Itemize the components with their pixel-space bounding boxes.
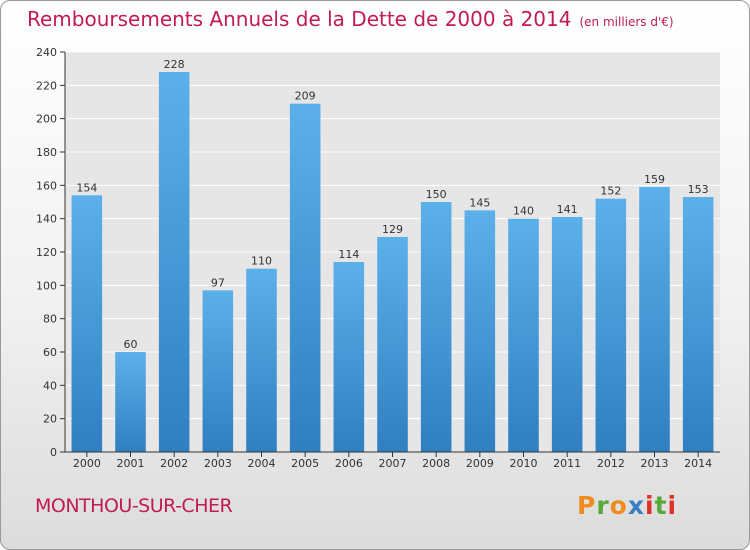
bar <box>508 218 539 452</box>
logo-letter: i <box>645 491 655 520</box>
logo-letter: t <box>654 491 668 520</box>
logo-letter: x <box>627 491 645 520</box>
bar <box>682 197 714 452</box>
bar-value-label: 60 <box>124 338 138 351</box>
chart-title-text: Remboursements Annuels de la Dette de 20… <box>27 7 572 31</box>
bar-value-label: 114 <box>338 248 359 261</box>
proxiti-logo[interactable]: Proxiti <box>577 491 677 520</box>
chart-unit: (en milliers d'€) <box>579 15 674 29</box>
x-tick-label: 2010 <box>510 457 538 470</box>
x-tick-label: 2002 <box>160 457 188 470</box>
y-tick-label: 180 <box>36 146 57 159</box>
bar-value-label: 145 <box>469 196 490 209</box>
x-tick-label: 2012 <box>597 457 625 470</box>
y-tick-label: 160 <box>36 179 57 192</box>
y-tick-label: 60 <box>43 346 57 359</box>
bar <box>464 210 496 452</box>
bar <box>333 262 365 452</box>
chart-title: Remboursements Annuels de la Dette de 20… <box>27 7 674 31</box>
bar-value-label: 228 <box>164 58 185 71</box>
y-tick-label: 200 <box>36 113 57 126</box>
bar-value-label: 209 <box>295 90 316 103</box>
bar <box>551 217 583 452</box>
x-tick-label: 2013 <box>641 457 669 470</box>
bar-value-label: 141 <box>557 203 578 216</box>
y-tick-label: 240 <box>36 46 57 59</box>
x-tick-label: 2006 <box>335 457 363 470</box>
bar <box>202 290 234 452</box>
bar <box>377 237 408 452</box>
y-tick-label: 100 <box>36 279 57 292</box>
bar-value-label: 154 <box>76 181 97 194</box>
bar <box>639 187 670 452</box>
bar-value-label: 150 <box>426 188 447 201</box>
y-tick-label: 220 <box>36 79 57 92</box>
bar-value-label: 140 <box>513 205 534 218</box>
bar <box>246 268 277 452</box>
logo-letter: i <box>667 491 678 520</box>
bar-value-label: 110 <box>251 255 272 268</box>
bar <box>158 72 190 452</box>
x-tick-label: 2004 <box>248 457 276 470</box>
x-tick-label: 2007 <box>379 457 407 470</box>
y-tick-label: 20 <box>43 413 57 426</box>
x-tick-label: 2003 <box>204 457 232 470</box>
x-tick-label: 2014 <box>684 457 712 470</box>
y-tick-label: 120 <box>36 246 57 259</box>
bar-value-label: 153 <box>688 183 709 196</box>
town-name: MONTHOU-SUR-CHER <box>35 495 233 517</box>
x-tick-label: 2011 <box>553 457 581 470</box>
x-tick-label: 2009 <box>466 457 494 470</box>
bar <box>420 202 452 452</box>
bar <box>71 195 103 453</box>
bar-value-label: 152 <box>600 185 621 198</box>
logo-letter: r <box>596 491 610 520</box>
bar-value-label: 129 <box>382 223 403 236</box>
bar-chart: 0 20 40 60 80 100 120 140 160 180 200 220 240 154 2000… <box>36 46 720 470</box>
bar <box>115 352 146 452</box>
x-tick-label: 2008 <box>422 457 450 470</box>
x-tick-label: 2001 <box>117 457 145 470</box>
bar-value-label: 159 <box>644 173 665 186</box>
y-tick-label: 0 <box>50 446 57 459</box>
bar-value-label: 97 <box>211 276 225 289</box>
logo-letter: P <box>577 491 597 520</box>
x-tick-label: 2005 <box>291 457 319 470</box>
bar <box>595 198 627 452</box>
y-tick-label: 80 <box>43 313 57 326</box>
bar <box>289 103 321 453</box>
x-tick-label: 2000 <box>73 457 101 470</box>
y-tick-label: 40 <box>43 379 57 392</box>
logo-letter: o <box>609 491 628 520</box>
y-tick-label: 140 <box>36 213 57 226</box>
